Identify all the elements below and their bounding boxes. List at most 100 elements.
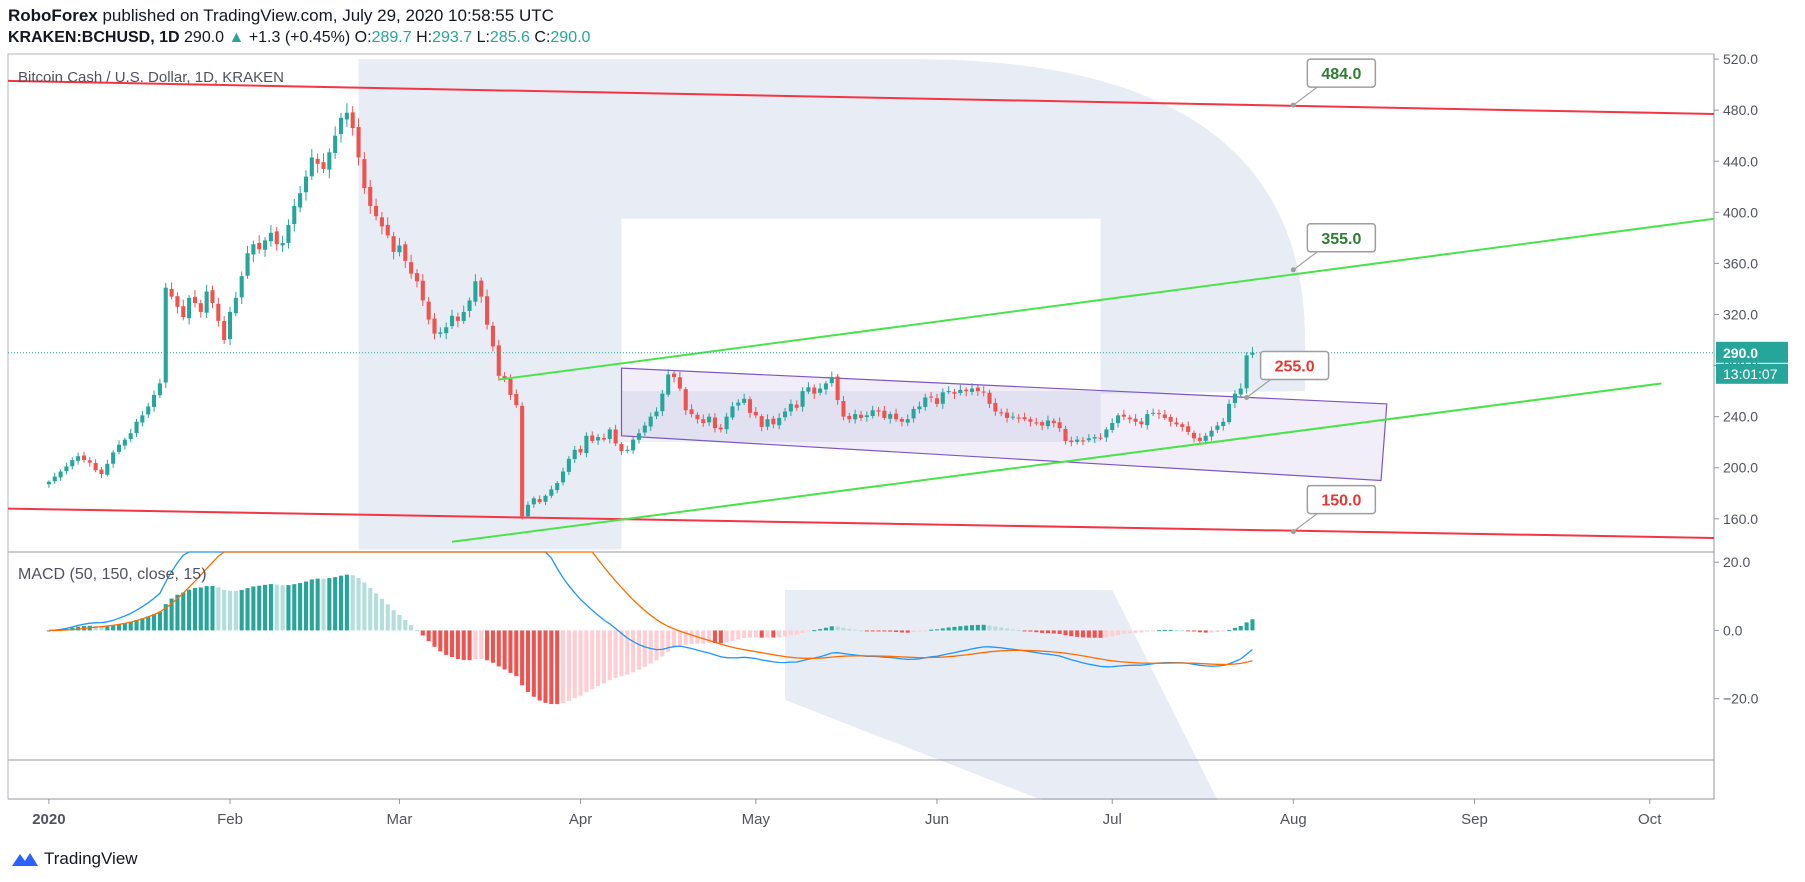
candle-body <box>438 332 443 334</box>
high-label: H: <box>416 29 433 46</box>
candle-body <box>76 456 81 461</box>
macd-hist-bar <box>870 630 875 632</box>
macd-hist-bar <box>812 630 817 632</box>
candle-body <box>485 296 490 325</box>
published-text: published on TradingView.com, July 29, 2… <box>102 6 554 25</box>
channel-drawing[interactable] <box>620 367 1388 482</box>
watermark-stem <box>358 59 622 550</box>
macd-hist-bar <box>1215 630 1220 633</box>
candle-body <box>514 393 519 406</box>
watermark-logo <box>358 59 1306 800</box>
price-axis[interactable]: 520.0480.0440.0400.0360.0320.0280.0240.0… <box>1714 51 1758 527</box>
candle-series[interactable] <box>46 103 1255 520</box>
candle-body <box>613 429 618 444</box>
macd-hist-bar <box>1180 630 1185 632</box>
publisher-name[interactable]: RoboForex <box>8 6 98 25</box>
candle-body <box>783 411 788 418</box>
candle-body <box>1209 430 1214 437</box>
candle-body <box>607 429 612 439</box>
footer-brand[interactable]: TradingView <box>44 849 138 868</box>
candle-body <box>473 281 478 302</box>
candle-body <box>1244 355 1249 389</box>
macd-hist-bar <box>537 630 542 701</box>
macd-hist-bar <box>134 619 139 631</box>
macd-hist-bar <box>1069 630 1074 637</box>
macd-hist-bar <box>485 630 490 661</box>
price-tags: 290.0 13:01:07 <box>1716 341 1788 384</box>
candle-body <box>590 435 595 441</box>
macd-hist-bar <box>321 578 326 631</box>
candle-body <box>391 236 396 252</box>
candle-body <box>1238 388 1243 395</box>
open-value: 289.7 <box>371 29 412 46</box>
candle-body <box>455 316 460 321</box>
candle-body <box>660 393 665 412</box>
macd-axis[interactable]: 20.0 0.0 −20.0 <box>1714 554 1759 707</box>
candle-body <box>87 460 92 463</box>
callout-pointer <box>1292 251 1318 271</box>
candle-body <box>689 409 694 415</box>
tradingview-logo-icon[interactable] <box>10 848 40 870</box>
macd-hist-bar <box>1016 630 1021 632</box>
candle-body <box>578 449 583 453</box>
macd-hist-bar <box>736 630 741 640</box>
macd-hist-bar <box>923 630 928 632</box>
macd-hist-bar <box>882 630 887 632</box>
candle-body <box>572 449 577 460</box>
macd-hist-bar <box>718 630 723 644</box>
callout-box <box>1306 223 1377 253</box>
candle-body <box>157 383 162 396</box>
candle-body <box>812 387 817 394</box>
candle-body <box>777 417 782 426</box>
macd-hist-bar <box>625 630 630 675</box>
candle-body <box>344 112 349 120</box>
macd-hist-bar <box>1186 630 1191 632</box>
time-axis[interactable]: 2020 Feb Mar Apr May Jun Jul Aug Sep Oct <box>32 799 1662 828</box>
macd-hist-bar <box>590 630 595 690</box>
callout-anchor <box>1290 529 1296 535</box>
macd-hist-bar <box>847 628 852 631</box>
candle-body <box>636 433 642 440</box>
level-callouts[interactable]: 484.0 355.0 255.0 150.0 <box>1244 58 1377 535</box>
macd-hist-bar <box>222 589 227 631</box>
macd-hist-bar <box>853 629 858 631</box>
time-tick-label: Oct <box>1638 811 1662 828</box>
candle-body <box>1075 439 1080 442</box>
candle-body <box>152 394 157 407</box>
candle-body <box>1156 413 1162 415</box>
macd-hist-bar <box>467 630 472 661</box>
candle-body <box>946 391 951 393</box>
macd-hist-bar <box>1156 630 1162 632</box>
candle-body <box>216 303 221 321</box>
macd-hist-bar <box>374 593 379 631</box>
candle-body <box>625 449 630 451</box>
candle-body <box>303 176 309 193</box>
macd-hist-bar <box>1227 629 1232 631</box>
candle-body <box>356 127 361 158</box>
watermark-leg <box>785 590 1218 800</box>
trendlines[interactable] <box>7 79 1715 543</box>
candle-body <box>496 345 501 376</box>
candle-body <box>917 406 922 410</box>
candle-body <box>1022 417 1027 420</box>
macd-hist-bar <box>251 586 256 631</box>
candle-body <box>753 411 758 416</box>
candle-body <box>724 416 729 430</box>
candle-body <box>619 444 624 452</box>
macd-hist-bar <box>368 587 373 631</box>
countdown-tag: 13:01:07 <box>1723 366 1778 382</box>
macd-hist-bar <box>636 630 642 670</box>
macd-hist-bar <box>905 630 910 633</box>
macd-hist-bar <box>327 578 332 631</box>
candle-body <box>309 157 314 177</box>
macd-hist-bar <box>1244 622 1249 631</box>
macd-hist-bar <box>829 626 834 631</box>
candle-body <box>736 402 741 406</box>
candle-body <box>747 399 753 413</box>
macd-hist-bar <box>794 630 799 635</box>
candle-body <box>502 376 507 379</box>
macd-hist-bar <box>964 625 969 631</box>
price-channel <box>620 367 1388 482</box>
macd-hist-bar <box>111 625 116 631</box>
